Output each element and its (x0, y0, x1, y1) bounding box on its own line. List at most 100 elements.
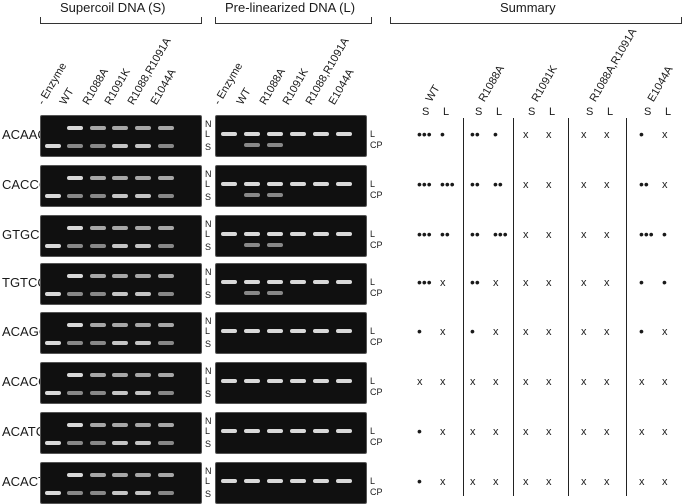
summary-mark: x (440, 277, 447, 289)
row-sequence-label: TGTCC (2, 275, 47, 290)
summary-mark: x (546, 129, 553, 141)
gel-band (90, 423, 106, 427)
summary-mark: x (546, 277, 553, 289)
gel-band (244, 329, 260, 333)
summary-mark: •• (493, 176, 503, 192)
gel-band (267, 379, 283, 383)
gel-band (45, 341, 61, 345)
gel-band (67, 491, 83, 495)
gel-band (90, 274, 106, 278)
summary-mark: x (662, 426, 669, 438)
band-label-l: L (205, 179, 211, 189)
supercoil-gel (40, 165, 202, 207)
gel-band (90, 144, 106, 148)
gel-band (158, 323, 174, 327)
summary-mark: x (523, 277, 530, 289)
gel-band (290, 479, 306, 483)
linearized-gel (215, 312, 367, 354)
summary-mark: • (440, 126, 445, 142)
summary-mark: • (417, 323, 422, 339)
summary-divider (463, 118, 464, 496)
summary-s-label: S (422, 106, 430, 118)
summary-mark: x (470, 376, 477, 388)
summary-mark: x (440, 476, 447, 488)
band-label-l: L (370, 229, 376, 239)
gel-band (67, 292, 83, 296)
gel-band (90, 341, 106, 345)
band-label-n: N (205, 169, 212, 179)
band-label-cp: CP (370, 140, 383, 150)
gel-band (135, 274, 151, 278)
gel-band (290, 329, 306, 333)
gel-band (267, 479, 283, 483)
gel-band (90, 292, 106, 296)
summary-mark: • (639, 323, 644, 339)
supercoil-gel (40, 115, 202, 157)
band-label-n: N (205, 219, 212, 229)
gel-band (158, 441, 174, 445)
band-label-l: L (370, 376, 376, 386)
summary-mark: x (546, 476, 553, 488)
summary-mark: x (493, 277, 500, 289)
summary-l-label: L (549, 106, 556, 118)
band-label-s: S (205, 142, 212, 152)
gel-band (112, 423, 128, 427)
band-label-n: N (205, 466, 212, 476)
gel-band (67, 144, 83, 148)
supercoil-gel (40, 263, 202, 305)
summary-mark: x (440, 426, 447, 438)
gel-band (112, 244, 128, 248)
band-label-s: S (205, 242, 212, 252)
summary-mark: x (639, 476, 646, 488)
summary-mark: x (523, 426, 530, 438)
gel-band (135, 473, 151, 477)
gel-band (244, 232, 260, 236)
band-label-l: L (370, 277, 376, 287)
summary-mark: x (546, 376, 553, 388)
gel-band (336, 379, 352, 383)
gel-band (158, 491, 174, 495)
gel-band (90, 373, 106, 377)
row-sequence-label: ACAAC (2, 127, 47, 142)
linearized-lane-label: WT (234, 86, 254, 107)
row-sequence-label: CACCC (2, 177, 49, 192)
band-label-l: L (205, 376, 211, 386)
gel-band (221, 329, 237, 333)
gel-band (336, 280, 352, 284)
gel-band (112, 323, 128, 327)
gel-band (135, 144, 151, 148)
gel-band (135, 226, 151, 230)
gel-band (90, 441, 106, 445)
linearized-gel (215, 263, 367, 305)
gel-band (313, 479, 329, 483)
gel-band (313, 280, 329, 284)
gel-band (158, 391, 174, 395)
summary-mark: ••• (493, 226, 508, 242)
summary-mark: x (493, 376, 500, 388)
summary-group-label: R1088A (476, 63, 507, 104)
gel-band (67, 341, 83, 345)
summary-mark: • (417, 473, 422, 489)
summary-mark: x (417, 376, 424, 388)
summary-mark: ••• (417, 126, 432, 142)
band-label-s: S (205, 439, 212, 449)
gel-band (90, 323, 106, 327)
summary-mark: x (581, 476, 588, 488)
gel-band (135, 373, 151, 377)
band-label-cp: CP (370, 190, 383, 200)
summary-mark: x (662, 326, 669, 338)
summary-mark: x (604, 129, 611, 141)
gel-band (67, 274, 83, 278)
linearized-gel (215, 165, 367, 207)
summary-mark: x (604, 476, 611, 488)
band-label-cp: CP (370, 240, 383, 250)
gel-band (290, 132, 306, 136)
gel-band (90, 126, 106, 130)
gel-band (67, 226, 83, 230)
summary-mark: x (493, 476, 500, 488)
gel-band (67, 391, 83, 395)
summary-mark: x (523, 229, 530, 241)
band-label-l: L (205, 229, 211, 239)
gel-band (158, 341, 174, 345)
summary-mark: x (523, 326, 530, 338)
